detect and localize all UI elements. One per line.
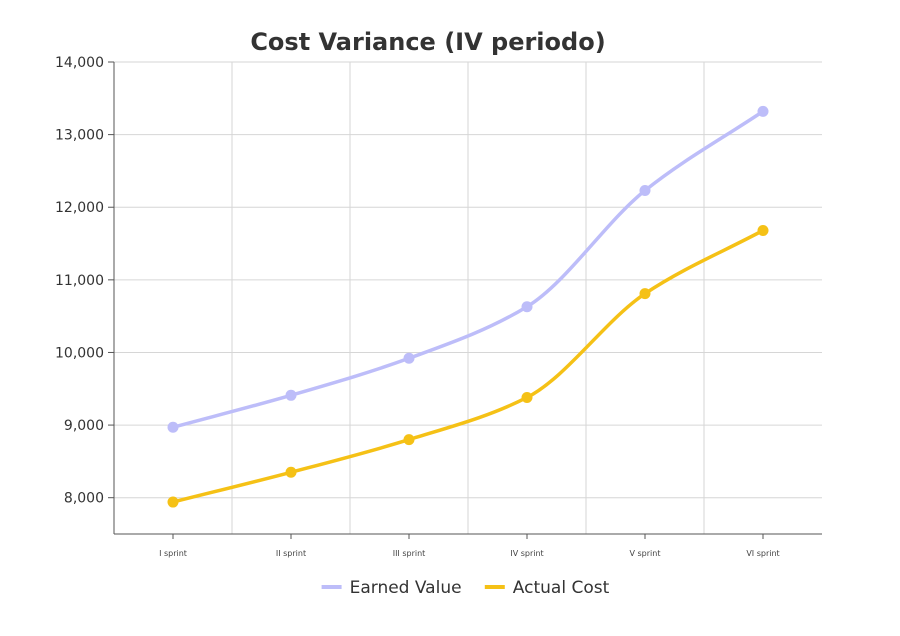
legend-item-actual-cost[interactable]: Actual Cost: [484, 578, 610, 598]
earned-value-point[interactable]: [521, 301, 533, 313]
x-tick-label: V sprint: [630, 549, 661, 558]
x-tick-label: II sprint: [276, 549, 306, 558]
axes: [108, 61, 822, 539]
earned-value-point[interactable]: [639, 185, 651, 197]
actual-cost-point[interactable]: [285, 466, 297, 478]
earned-value-point[interactable]: [167, 421, 179, 433]
actual-cost-point[interactable]: [639, 288, 651, 300]
legend-label: Earned Value: [350, 578, 462, 598]
x-tick-label: VI sprint: [746, 549, 779, 558]
chart-title: Cost Variance (IV periodo): [250, 28, 605, 56]
actual-cost-point[interactable]: [757, 224, 769, 236]
actual-cost-line: [171, 228, 765, 504]
x-tick-label: III sprint: [393, 549, 426, 558]
earned-value-point[interactable]: [285, 389, 297, 401]
y-tick-label: 14,000: [55, 55, 104, 71]
legend-label: Actual Cost: [513, 578, 610, 598]
x-tick-label: I sprint: [159, 549, 187, 558]
actual-cost-point[interactable]: [403, 434, 415, 446]
y-axis-ticks: 8,000 9,000 10,000 11,000 12,000 13,000 14,000: [55, 55, 104, 507]
earned-value-point[interactable]: [757, 105, 769, 117]
y-tick-label: 12,000: [55, 200, 104, 216]
x-tick-label: IV sprint: [510, 549, 543, 558]
earned-value-line: [171, 109, 765, 430]
series: [167, 105, 769, 508]
y-tick-label: 9,000: [64, 418, 104, 434]
earned-value-point[interactable]: [403, 352, 415, 364]
legend-item-earned-value[interactable]: Earned Value: [321, 578, 462, 598]
grid: [114, 61, 822, 534]
y-tick-label: 10,000: [55, 345, 104, 361]
actual-cost-point[interactable]: [167, 496, 179, 508]
actual-cost-point[interactable]: [521, 391, 533, 403]
y-tick-label: 8,000: [64, 491, 104, 507]
x-axis-ticks: I sprint II sprint III sprint IV sprint V sp…: [159, 549, 780, 558]
y-tick-label: 11,000: [55, 273, 104, 289]
y-tick-label: 13,000: [55, 128, 104, 144]
legend[interactable]: Earned Value Actual Cost: [321, 578, 610, 598]
